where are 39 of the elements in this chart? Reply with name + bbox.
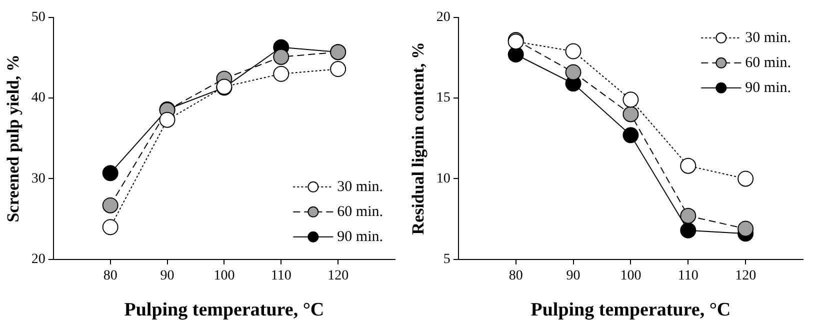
point xyxy=(102,197,118,214)
point xyxy=(565,64,582,80)
x-tick-label: 80 xyxy=(103,268,118,284)
x-axis-title: Pulping temperature, °C xyxy=(124,300,324,321)
point xyxy=(273,48,290,65)
x-tick-label: 120 xyxy=(735,268,756,284)
point xyxy=(622,127,639,144)
legend-label: 60 min. xyxy=(337,204,384,220)
y-axis-title: Residual lignin content, % xyxy=(408,42,428,235)
x-tick-label: 110 xyxy=(678,268,698,284)
point xyxy=(102,165,118,182)
legend-label: 30 min. xyxy=(745,30,792,46)
point xyxy=(680,222,696,238)
y-tick-label: 10 xyxy=(436,171,450,186)
x-tick-label: 90 xyxy=(566,268,580,284)
y-tick-label: 50 xyxy=(31,10,46,26)
legend-label: 60 min. xyxy=(745,54,792,71)
y-tick-label: 20 xyxy=(436,10,450,26)
y-axis-title: Screened pulp yield, % xyxy=(4,54,23,222)
point xyxy=(622,106,639,122)
x-tick-label: 100 xyxy=(214,268,235,284)
point xyxy=(159,112,176,128)
legend-label: 90 min. xyxy=(745,80,792,96)
legend-label: 30 min. xyxy=(337,178,384,195)
y-tick-label: 5 xyxy=(443,252,450,268)
point xyxy=(508,46,524,63)
x-tick-label: 90 xyxy=(160,268,174,284)
legend-label: 90 min. xyxy=(337,228,384,245)
y-tick-label: 30 xyxy=(31,171,46,186)
x-axis-title: Pulping temperature, °C xyxy=(530,300,731,321)
point xyxy=(738,220,754,237)
x-tick-label: 120 xyxy=(328,268,349,284)
point xyxy=(680,208,696,224)
x-tick-label: 110 xyxy=(270,268,292,284)
y-tick-label: 40 xyxy=(31,90,46,106)
y-tick-label: 15 xyxy=(436,90,450,106)
x-tick-label: 80 xyxy=(508,268,523,284)
y-tick-label: 20 xyxy=(31,252,46,268)
x-tick-label: 100 xyxy=(620,268,642,284)
